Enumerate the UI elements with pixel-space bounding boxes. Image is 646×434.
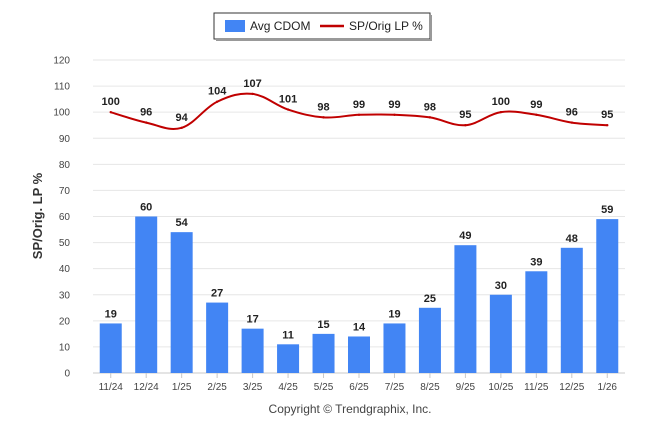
bar-avg-cdom	[348, 336, 370, 373]
line-value-label: 95	[601, 109, 613, 121]
bar-value-label: 15	[317, 319, 329, 331]
line-value-label: 99	[353, 99, 365, 111]
bar-value-label: 19	[105, 308, 117, 320]
line-value-label: 107	[243, 78, 261, 90]
sp-orig-lp-point	[286, 108, 290, 111]
y-tick-label: 110	[54, 82, 70, 93]
bar-avg-cdom	[135, 216, 158, 373]
sp-orig-lp-point	[464, 124, 467, 127]
bar-value-label: 39	[530, 256, 542, 268]
y-tick-label: 50	[59, 238, 71, 249]
sp-orig-lp-point	[606, 124, 609, 127]
bar-value-label: 11	[282, 329, 294, 341]
line-value-label: 98	[424, 101, 436, 113]
y-tick-label: 30	[59, 290, 71, 301]
x-tick-label: 12/24	[134, 382, 159, 393]
y-tick-label: 10	[59, 342, 71, 353]
y-tick-label: 20	[59, 316, 71, 327]
y-tick-label: 90	[59, 134, 71, 145]
bar-avg-cdom	[525, 271, 548, 373]
x-tick-label: 11/24	[99, 382, 124, 393]
y-tick-label: 70	[59, 186, 71, 197]
sp-orig-lp-point	[428, 116, 432, 119]
bar-value-label: 25	[424, 293, 436, 305]
line-value-label: 96	[566, 107, 578, 119]
line-value-label: 100	[102, 96, 120, 108]
x-tick-label: 2/25	[207, 382, 227, 393]
sp-orig-lp-point	[109, 110, 112, 114]
y-tick-label: 40	[59, 264, 71, 275]
line-value-label: 104	[208, 86, 227, 98]
line-value-label: 99	[530, 99, 542, 111]
y-tick-label: 60	[59, 212, 71, 223]
bar-value-label: 19	[388, 308, 400, 320]
line-value-label: 94	[176, 112, 189, 124]
legend: Avg CDOM SP/Orig LP %	[213, 12, 432, 41]
legend-line-label: SP/Orig LP %	[349, 19, 423, 33]
bar-avg-cdom	[99, 323, 122, 373]
bar-layer	[99, 216, 619, 373]
x-tick-label: 12/25	[559, 382, 584, 393]
line-value-label: 96	[140, 107, 152, 119]
bar-value-label: 59	[601, 204, 613, 216]
bar-avg-cdom	[383, 323, 406, 373]
bar-value-label: 14	[353, 321, 366, 333]
y-axis-title: SP/Orig. LP %	[30, 172, 45, 259]
x-tick-label: 3/25	[243, 382, 263, 393]
bar-avg-cdom	[596, 219, 619, 373]
line-value-label: 100	[492, 96, 510, 108]
copyright-footer: Copyright © Trendgraphix, Inc.	[269, 402, 432, 416]
line-value-label: 101	[279, 94, 297, 106]
sp-orig-lp-point	[499, 110, 503, 114]
bar-avg-cdom	[489, 294, 512, 373]
sp-orig-lp-point	[535, 113, 538, 116]
sp-orig-lp-point	[357, 113, 361, 116]
line-value-label: 95	[459, 109, 471, 121]
sp-orig-lp-point	[251, 92, 254, 96]
y-tick-label: 120	[53, 56, 70, 67]
x-tick-label: 7/25	[385, 382, 405, 393]
x-tick-label: 11/25	[524, 382, 549, 393]
bar-value-label: 60	[140, 202, 152, 214]
x-tick-label: 1/26	[598, 382, 618, 393]
bar-avg-cdom	[241, 328, 264, 373]
bar-value-label: 54	[176, 217, 189, 229]
bar-avg-cdom	[277, 344, 300, 373]
bar-avg-cdom	[312, 333, 335, 373]
sp-orig-lp-point	[322, 116, 325, 119]
line-value-label: 99	[388, 99, 400, 111]
sp-orig-lp-point	[180, 126, 183, 130]
sp-orig-lp-point	[215, 100, 219, 103]
line-layer	[109, 92, 609, 130]
x-tick-label: 5/25	[314, 382, 334, 393]
y-tick-label: 80	[59, 160, 71, 171]
bar-avg-cdom	[170, 232, 193, 373]
y-tick-label: 100	[53, 108, 70, 119]
legend-bar-label: Avg CDOM	[250, 19, 310, 33]
x-tick-label: 9/25	[456, 382, 476, 393]
bar-avg-cdom	[560, 247, 583, 373]
x-tick-label: 1/25	[172, 382, 192, 393]
x-tick-label: 8/25	[420, 382, 440, 393]
y-tick-label: 0	[64, 369, 70, 380]
sp-orig-lp-point	[145, 121, 148, 124]
x-tick-label: 4/25	[278, 382, 298, 393]
legend-bar-swatch	[225, 20, 245, 32]
bar-value-label: 49	[459, 230, 471, 242]
line-value-label: 98	[317, 101, 329, 113]
sp-orig-lp-point	[393, 113, 396, 116]
x-tick-label: 10/25	[488, 382, 513, 393]
bar-avg-cdom	[206, 302, 229, 373]
bar-avg-cdom	[454, 245, 477, 373]
bar-value-label: 48	[566, 233, 578, 245]
label-layer: 19 60 54 27 17 11 15 14 19 25 49 30 39 48 59 100 96 94 104…	[102, 78, 614, 341]
bar-value-label: 27	[211, 288, 223, 300]
x-tick-label: 6/25	[349, 382, 369, 393]
bar-value-label: 30	[495, 280, 507, 292]
bar-avg-cdom	[418, 307, 441, 373]
sp-orig-lp-point	[570, 121, 573, 124]
bar-value-label: 17	[246, 314, 258, 326]
